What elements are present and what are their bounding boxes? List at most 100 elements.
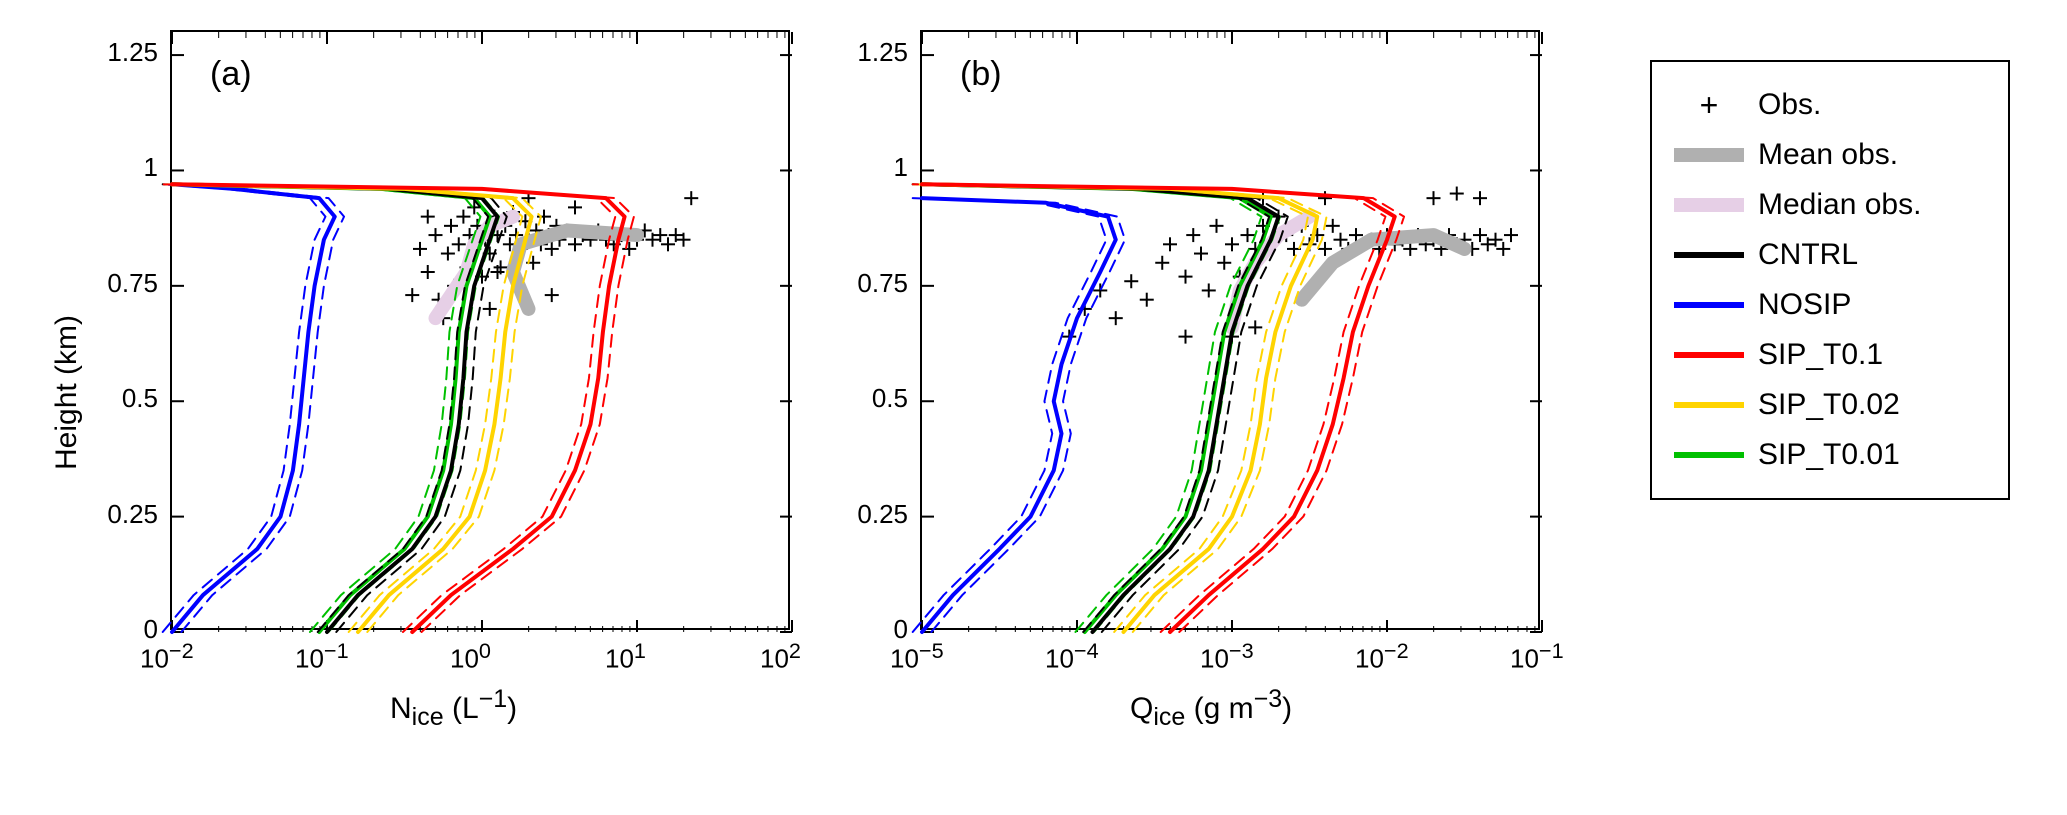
panel-a-letter: (a) — [210, 55, 252, 94]
x-tick-label: 10−1 — [1510, 638, 1564, 675]
obs-marker — [421, 265, 435, 279]
obs-marker — [405, 288, 419, 302]
legend-label: SIP_T0.01 — [1758, 438, 1900, 472]
obs-marker — [661, 237, 675, 251]
legend-item: SIP_T0.02 — [1674, 380, 1986, 430]
legend-label: Mean obs. — [1758, 138, 1898, 172]
y-tick-label: 0.25 — [857, 499, 908, 530]
line-swatch — [1674, 185, 1744, 225]
y-tick-label: 1.25 — [107, 37, 158, 68]
obs-marker — [1334, 233, 1348, 247]
line-swatch — [1674, 235, 1744, 275]
line-swatch — [1674, 435, 1744, 475]
x-tick-label: 10−3 — [1200, 638, 1254, 675]
plot-svg — [172, 32, 788, 628]
x-tick-label: 100 — [450, 638, 491, 675]
figure-root: Height (km) (a) Nice (L−1) (b) Qice (g m… — [0, 0, 2067, 815]
legend-label: SIP_T0.02 — [1758, 388, 1900, 422]
obs-marker — [1496, 242, 1510, 256]
y-tick-label: 0.5 — [122, 383, 158, 414]
obs-marker — [1473, 191, 1487, 205]
obs-marker — [684, 191, 698, 205]
plot-svg — [922, 32, 1538, 628]
legend-item: CNTRL — [1674, 230, 1986, 280]
panel-a — [170, 30, 790, 630]
obs-marker — [1124, 274, 1138, 288]
obs-marker — [1427, 191, 1441, 205]
x-tick-label: 101 — [605, 638, 646, 675]
legend-label: Obs. — [1758, 88, 1821, 122]
legend-label: Median obs. — [1758, 188, 1921, 222]
x-tick-label: 102 — [760, 638, 801, 675]
series-SIP_T0.1-lo — [163, 184, 616, 632]
obs-marker — [429, 228, 443, 242]
series-CNTRL-hi — [181, 184, 507, 632]
obs-marker — [568, 200, 582, 214]
panel-a-xlabel: Nice (L−1) — [390, 685, 517, 732]
y-tick-label: 1 — [894, 152, 908, 183]
obs-marker — [1179, 270, 1193, 284]
obs-marker — [421, 210, 435, 224]
series-SIP_T0.1-hi — [931, 184, 1404, 632]
obs-marker — [441, 247, 455, 261]
panel-b-xlabel: Qice (g m−3) — [1130, 685, 1292, 732]
legend-item: + Obs. — [1674, 80, 1986, 130]
y-tick-label: 0 — [144, 614, 158, 645]
obs-marker — [483, 302, 497, 316]
obs-marker — [456, 210, 470, 224]
y-tick-label: 0.25 — [107, 499, 158, 530]
obs-marker — [1140, 293, 1154, 307]
obs-marker — [1163, 237, 1177, 251]
obs-marker — [1248, 320, 1262, 334]
obs-marker — [1450, 187, 1464, 201]
line-swatch — [1674, 285, 1744, 325]
y-tick-label: 0.75 — [857, 268, 908, 299]
obs-marker — [568, 237, 582, 251]
y-tick-label: 0.5 — [872, 383, 908, 414]
series-NOSIP-lo — [913, 198, 1107, 632]
series-CNTRL-lo — [913, 184, 1269, 632]
legend-label: NOSIP — [1758, 288, 1851, 322]
obs-marker — [452, 237, 466, 251]
panel-b-letter: (b) — [960, 55, 1002, 94]
legend-item: NOSIP — [1674, 280, 1986, 330]
line-swatch — [1674, 135, 1744, 175]
obs-marker — [1186, 228, 1200, 242]
line-swatch — [1674, 335, 1744, 375]
obs-marker — [1210, 219, 1224, 233]
obs-marker — [1473, 228, 1487, 242]
obs-marker — [1225, 237, 1239, 251]
obs-marker — [413, 242, 427, 256]
y-tick-label: 1.25 — [857, 37, 908, 68]
legend-item: Mean obs. — [1674, 130, 1986, 180]
x-tick-label: 10−2 — [1355, 638, 1409, 675]
series-SIP_T0.1-hi — [181, 184, 634, 632]
y-tick-label: 0 — [894, 614, 908, 645]
obs-marker — [1155, 256, 1169, 270]
y-axis-label: Height (km) — [50, 315, 84, 470]
legend-label: CNTRL — [1758, 238, 1858, 272]
series-NOSIP — [922, 198, 1116, 632]
plus-icon: + — [1674, 85, 1744, 125]
x-tick-label: 10−4 — [1045, 638, 1099, 675]
obs-marker — [1504, 228, 1518, 242]
line-swatch — [1674, 385, 1744, 425]
obs-marker — [444, 219, 458, 233]
legend-item: SIP_T0.1 — [1674, 330, 1986, 380]
legend-item: Median obs. — [1674, 180, 1986, 230]
obs-marker — [622, 242, 636, 256]
obs-marker — [545, 288, 559, 302]
x-tick-label: 10−1 — [295, 638, 349, 675]
y-tick-label: 1 — [144, 152, 158, 183]
obs-marker — [1326, 219, 1340, 233]
obs-marker — [1241, 228, 1255, 242]
obs-marker — [1109, 311, 1123, 325]
legend-box: + Obs. Mean obs. Median obs. CNTRL NOSIP SIP_T… — [1650, 60, 2010, 500]
obs-marker — [1202, 283, 1216, 297]
obs-marker — [1179, 330, 1193, 344]
obs-marker — [1194, 247, 1208, 261]
legend-label: SIP_T0.1 — [1758, 338, 1883, 372]
legend-item: SIP_T0.01 — [1674, 430, 1986, 480]
series-CNTRL-lo — [163, 184, 489, 632]
obs-marker — [1217, 256, 1231, 270]
